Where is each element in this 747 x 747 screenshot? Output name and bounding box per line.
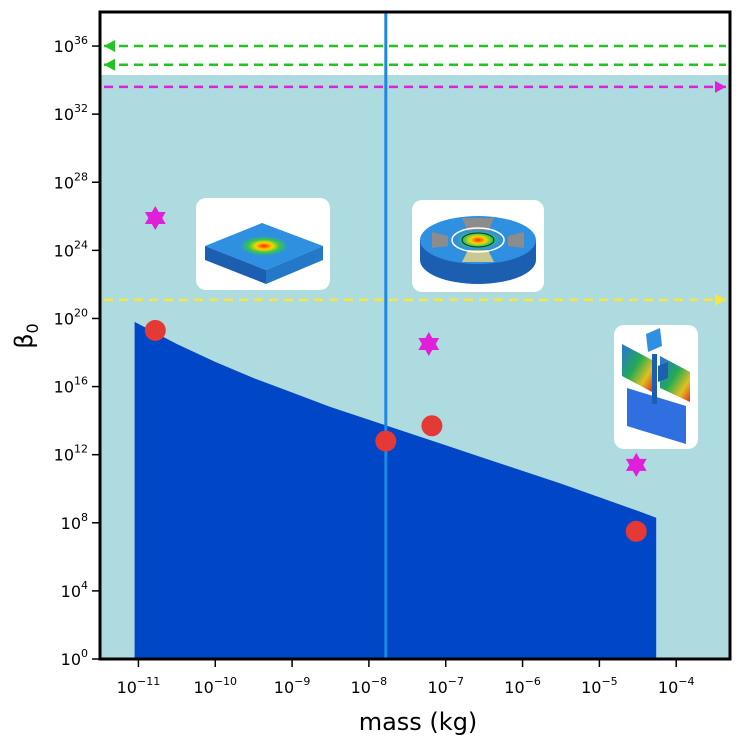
x-tick-label-3: 10−9 <box>274 675 311 697</box>
cantilever-inset <box>614 325 698 449</box>
y-tick-label-2: 104 <box>61 579 88 601</box>
circles-point-1 <box>144 319 166 341</box>
stars-point-2 <box>418 332 440 356</box>
y-axis-title-main: β <box>10 333 38 348</box>
square-membrane-inset <box>196 198 330 290</box>
stars-point-1 <box>144 206 166 230</box>
star-triangle-down <box>418 338 440 356</box>
yellow-arrow-head <box>715 293 726 306</box>
disk-resonator-icon <box>420 216 536 284</box>
x-tick-label-1: 10−11 <box>117 675 161 697</box>
circles-point-3 <box>421 415 443 437</box>
green-arrow-1-head <box>104 40 115 53</box>
circles-point-2 <box>375 430 397 452</box>
y-axis-title-sub: 0 <box>23 323 42 333</box>
x-tick-label-6: 10−6 <box>504 675 541 697</box>
x-tick-label-2: 10−10 <box>193 675 237 697</box>
circles-point-4 <box>625 520 647 542</box>
y-axis-title: β0 <box>10 323 42 349</box>
magenta-arrow <box>104 80 726 93</box>
disk-resonator-inset <box>412 200 544 292</box>
green-arrow-1 <box>104 40 726 53</box>
star-triangle-down <box>144 212 166 230</box>
yellow-arrow <box>104 293 726 306</box>
y-tick-label-10: 1036 <box>54 34 88 56</box>
magenta-arrow-head <box>715 80 726 93</box>
square-membrane-icon <box>205 223 323 284</box>
x-tick-label-8: 10−4 <box>658 675 695 697</box>
star-triangle-down <box>625 458 647 477</box>
y-tick-label-6: 1020 <box>54 306 88 328</box>
y-tick-label-4: 1012 <box>54 443 88 465</box>
y-tick-label-1: 100 <box>61 647 88 669</box>
cantilever-icon <box>622 328 690 444</box>
y-tick-label-7: 1024 <box>54 238 88 260</box>
x-axis-title: mass (kg) <box>359 708 478 736</box>
x-tick-label-7: 10−5 <box>581 675 618 697</box>
stars-point-3 <box>625 452 647 477</box>
green-arrow-2-head <box>104 58 115 71</box>
x-tick-label-5: 10−7 <box>427 675 464 697</box>
y-tick-label-8: 1028 <box>54 170 88 192</box>
y-tick-label-3: 108 <box>61 511 88 533</box>
plot-frame <box>98 10 732 661</box>
green-arrow-2 <box>104 58 726 71</box>
y-tick-label-9: 1032 <box>54 102 88 124</box>
x-tick-label-4: 10−8 <box>351 675 388 697</box>
y-tick-label-5: 1016 <box>54 375 88 397</box>
lower-bound-region <box>134 321 657 659</box>
